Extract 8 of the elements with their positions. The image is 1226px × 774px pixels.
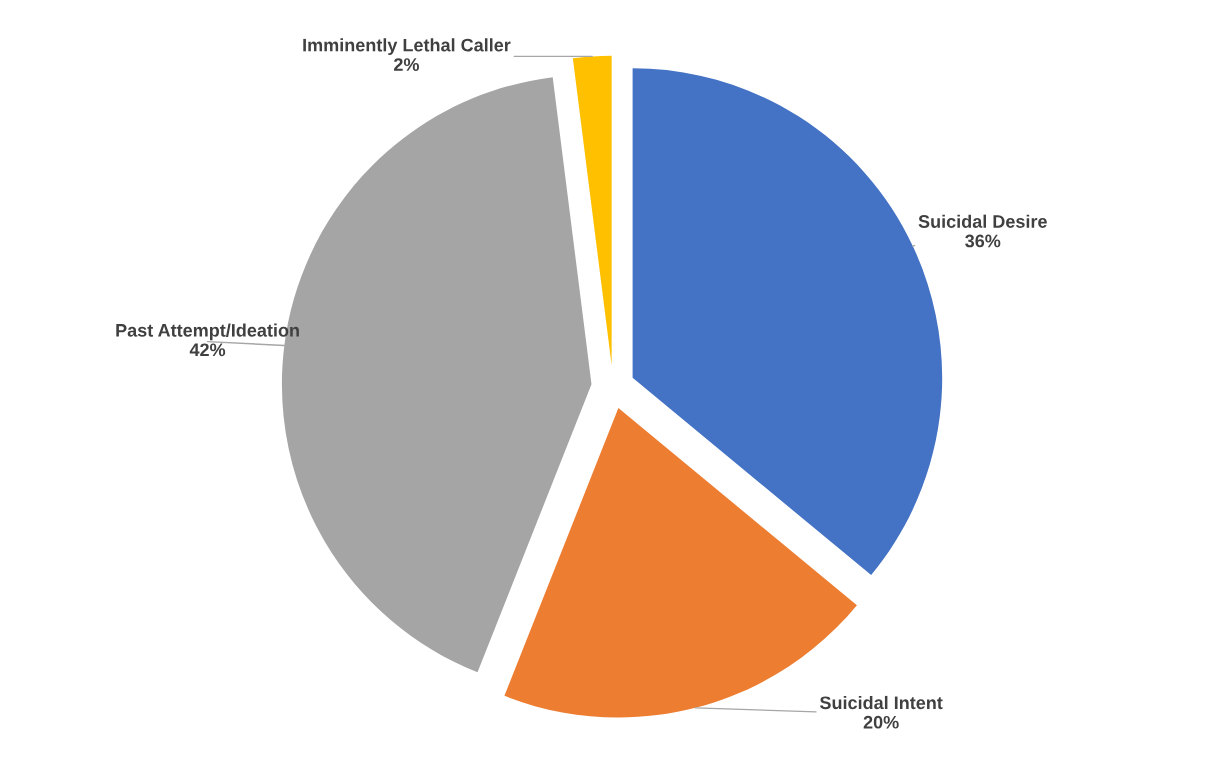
slice-label: Past Attempt/Ideation [116, 323, 299, 341]
slice-label: Suicidal Desire [918, 214, 1047, 228]
data-label: 2% [394, 58, 420, 71]
slice-label: Suicidal Intent [819, 695, 943, 710]
data-label: 42% [189, 343, 226, 357]
slice-label: Imminently Lethal Caller [303, 38, 511, 56]
data-label: 36% [965, 234, 1001, 248]
data-label: 20% [863, 715, 899, 729]
